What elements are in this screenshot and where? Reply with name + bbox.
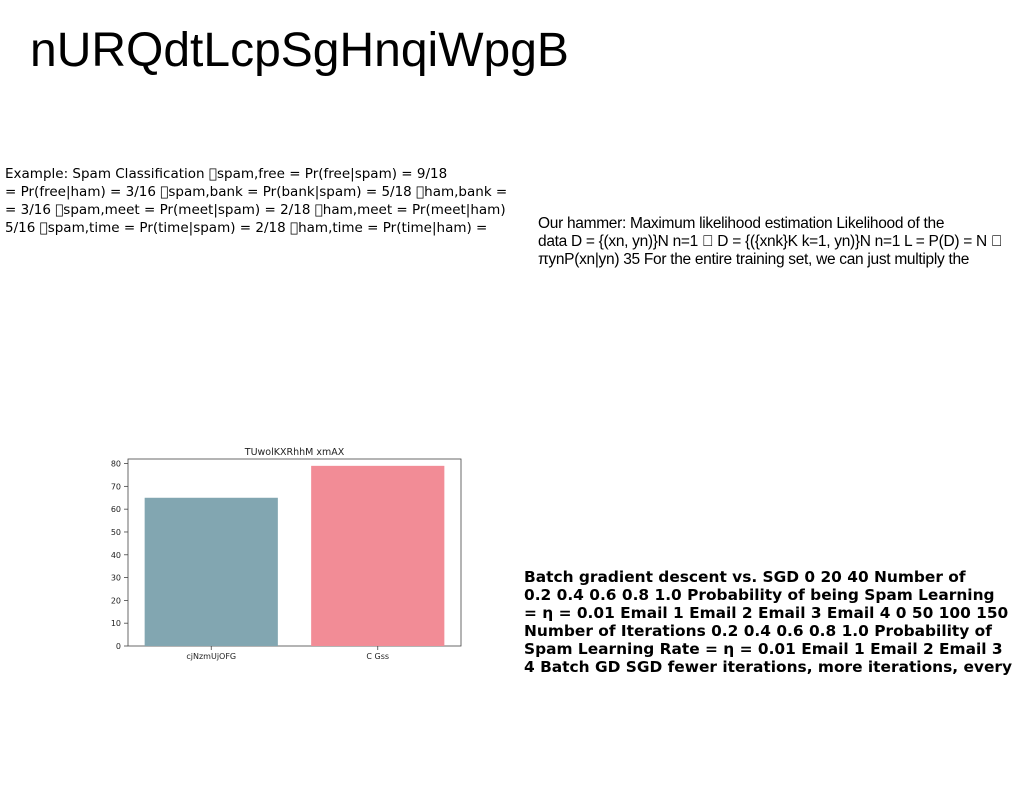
text-line: 4 Batch GD SGD fewer iterations, more it… bbox=[524, 658, 1013, 676]
text-line: 5/16  spam,time = Pr(time|spam) = 2/18  … bbox=[5, 220, 488, 236]
text-line: = Pr(free|ham) = 3/16  spam,bank = Pr(ba… bbox=[5, 184, 508, 200]
mle-text: Our hammer: Maximum likelihood estimatio… bbox=[538, 215, 1024, 269]
text-line: πynP(xn|yn) 35 For the entire training s… bbox=[538, 251, 970, 268]
text-line: Our hammer: Maximum likelihood estimatio… bbox=[538, 215, 945, 232]
plot-frame bbox=[127, 458, 462, 647]
sgd-comparison-text: Batch gradient descent vs. SGD 0 20 40 N… bbox=[524, 568, 1024, 676]
bar bbox=[144, 497, 278, 646]
text-line: = 3/16  spam,meet = Pr(meet|spam) = 2/18… bbox=[5, 202, 506, 218]
x-tick-label: cjNzmUjOFG bbox=[186, 652, 236, 661]
y-tick-label: 0 bbox=[116, 642, 121, 651]
text-line: 0.2 0.4 0.6 0.8 1.0 Probability of being… bbox=[524, 586, 995, 604]
text-line: Number of Iterations 0.2 0.4 0.6 0.8 1.0… bbox=[524, 622, 992, 640]
text-line: = η = 0.01 Email 1 Email 2 Email 3 Email… bbox=[524, 604, 1009, 622]
text-line: Spam Learning Rate = η = 0.01 Email 1 Em… bbox=[524, 640, 1003, 658]
y-tick-label: 30 bbox=[111, 574, 121, 583]
y-tick-label: 20 bbox=[111, 596, 121, 605]
spam-classification-text: Example: Spam Classification  spam,free … bbox=[5, 165, 525, 237]
y-tick-label: 80 bbox=[111, 460, 121, 469]
y-tick-label: 70 bbox=[111, 482, 121, 491]
slide-title: nURQdtLcpSgHnqiWpgB bbox=[30, 24, 569, 77]
y-tick-label: 50 bbox=[111, 528, 121, 537]
text-line: Example: Spam Classification  spam,free … bbox=[5, 166, 448, 182]
y-tick-label: 10 bbox=[111, 619, 121, 628]
y-tick-label: 60 bbox=[111, 505, 121, 514]
bar-chart-svg: TUwolKXRhhM xmAX 0 10 20 30 40 50 60 70 80 cjNzmUj… bbox=[111, 447, 462, 661]
text-line: Batch gradient descent vs. SGD 0 20 40 N… bbox=[524, 568, 966, 586]
bar bbox=[311, 465, 445, 646]
x-tick-label: C Gss bbox=[366, 652, 389, 661]
text-line: data D = {(xn, yn)}N n=1   D = {({xnk}K … bbox=[538, 233, 1003, 250]
bar-chart: TUwolKXRhhM xmAX 0 10 20 30 40 50 60 70 80 cjNzmUj… bbox=[100, 440, 470, 665]
chart-title: TUwolKXRhhM xmAX bbox=[244, 447, 345, 458]
y-tick-label: 40 bbox=[111, 551, 121, 560]
